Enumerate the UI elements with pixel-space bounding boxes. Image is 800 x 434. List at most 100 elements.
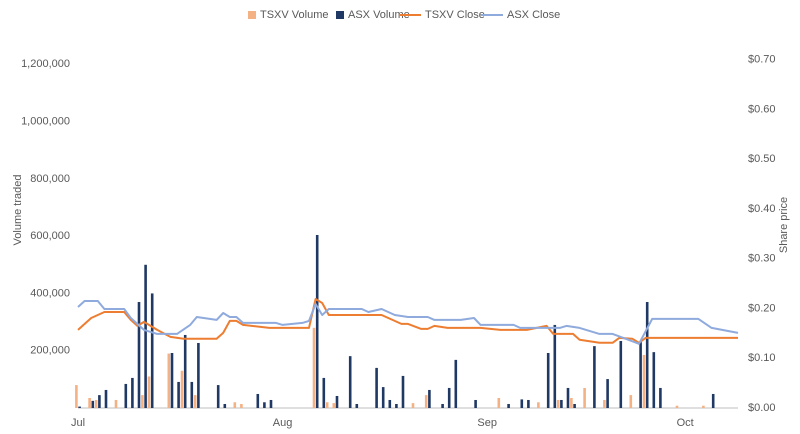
legend-swatch [248,11,256,19]
volume-bar [395,403,398,408]
volume-bar [197,342,200,408]
volume-bar [170,353,174,408]
volume-bar [401,375,405,408]
volume-bar [474,399,477,408]
volume-bar [711,393,715,408]
legend-label: TSXV Volume [260,9,328,21]
volume-bar [315,234,319,408]
volume-bar [546,353,550,408]
volume-bar [144,264,147,408]
volume-bar [537,402,540,408]
volume-bar [216,385,220,408]
y-tick-label: 800,000 [30,173,70,185]
volume-bar [639,342,642,408]
volume-bar [570,397,573,408]
volume-bar [573,403,576,408]
volume-bar [348,356,352,408]
legend-label: TSXV Close [425,9,485,21]
volume-bar [619,340,623,408]
y-tick-label: 200,000 [30,345,70,357]
volume-bar [702,405,705,408]
volume-bar [190,381,194,408]
y2-tick-label: $0.60 [748,103,776,115]
volume-bar [322,377,326,408]
volume-bar [355,403,359,408]
y-tick-label: 1,000,000 [21,115,70,127]
volume-bar [263,402,266,408]
volume-bar [256,393,260,408]
price-line [77,298,738,344]
x-tick-label: Aug [273,417,293,429]
volume-bar [428,389,431,408]
y-tick-label: 400,000 [30,287,70,299]
volume-bar [104,389,108,408]
volume-bar [91,400,95,408]
volume-bar [150,293,154,408]
volume-bar [675,405,679,408]
volume-bar [193,395,197,408]
volume-bar [388,399,392,408]
volume-bar [553,324,557,408]
volume-bar [167,353,171,408]
y-tick-label: 1,200,000 [21,58,70,70]
volume-bar [381,387,385,408]
volume-bar [566,387,570,408]
volume-bar [94,399,98,408]
volume-bar [114,399,118,408]
volume-bar [652,352,656,408]
y2-tick-label: $0.20 [748,302,776,314]
volume-bar [335,395,339,408]
volume-bar [520,399,524,408]
volume-bar [497,397,501,408]
volume-bar [629,395,633,408]
volume-bar [583,387,586,408]
y-tick-label: 600,000 [30,230,70,242]
y2-tick-label: $0.70 [748,54,776,66]
volume-bar [447,387,451,408]
price-line [77,300,739,345]
volume-bar [131,377,134,408]
volume-bar [124,383,128,408]
volume-bar [177,381,180,408]
legend-label: ASX Volume [348,9,410,21]
volume-bar [325,402,329,408]
volume-bar [454,359,458,408]
volume-bar [507,403,510,408]
volume-bar [141,395,144,408]
y2-tick-label: $0.10 [748,352,776,364]
volume-bar [78,406,81,408]
volume-bar [606,379,609,408]
legend-swatch [336,11,344,19]
volume-bar [642,355,646,408]
y2-axis-title: Share price [778,197,790,253]
volume-bar [375,367,378,408]
volume-bar [88,397,91,408]
volume-bar [659,387,662,408]
volume-bar [527,399,530,408]
volume-bar [75,385,78,408]
volume-bar [411,403,415,408]
x-tick-label: Sep [477,417,497,429]
volume-bar [269,399,273,408]
volume-bar [332,403,336,408]
y2-tick-label: $0.00 [748,402,776,414]
volume-bar [556,399,560,408]
volume-bar [441,403,444,408]
volume-bar [223,403,227,408]
y2-tick-label: $0.30 [748,253,776,265]
x-tick-label: Oct [677,417,694,429]
volume-bar [180,370,184,408]
volume-bar [603,399,606,408]
y2-tick-label: $0.40 [748,203,776,215]
volume-bar [147,376,151,408]
volume-bar [183,334,187,408]
volume-bar [593,346,596,408]
volume-bar [645,302,649,408]
x-tick-label: Jul [71,417,85,429]
volume-bar [98,395,101,408]
y2-tick-label: $0.50 [748,153,776,165]
y-axis-title: Volume traded [12,175,24,246]
volume-bar [233,402,237,408]
